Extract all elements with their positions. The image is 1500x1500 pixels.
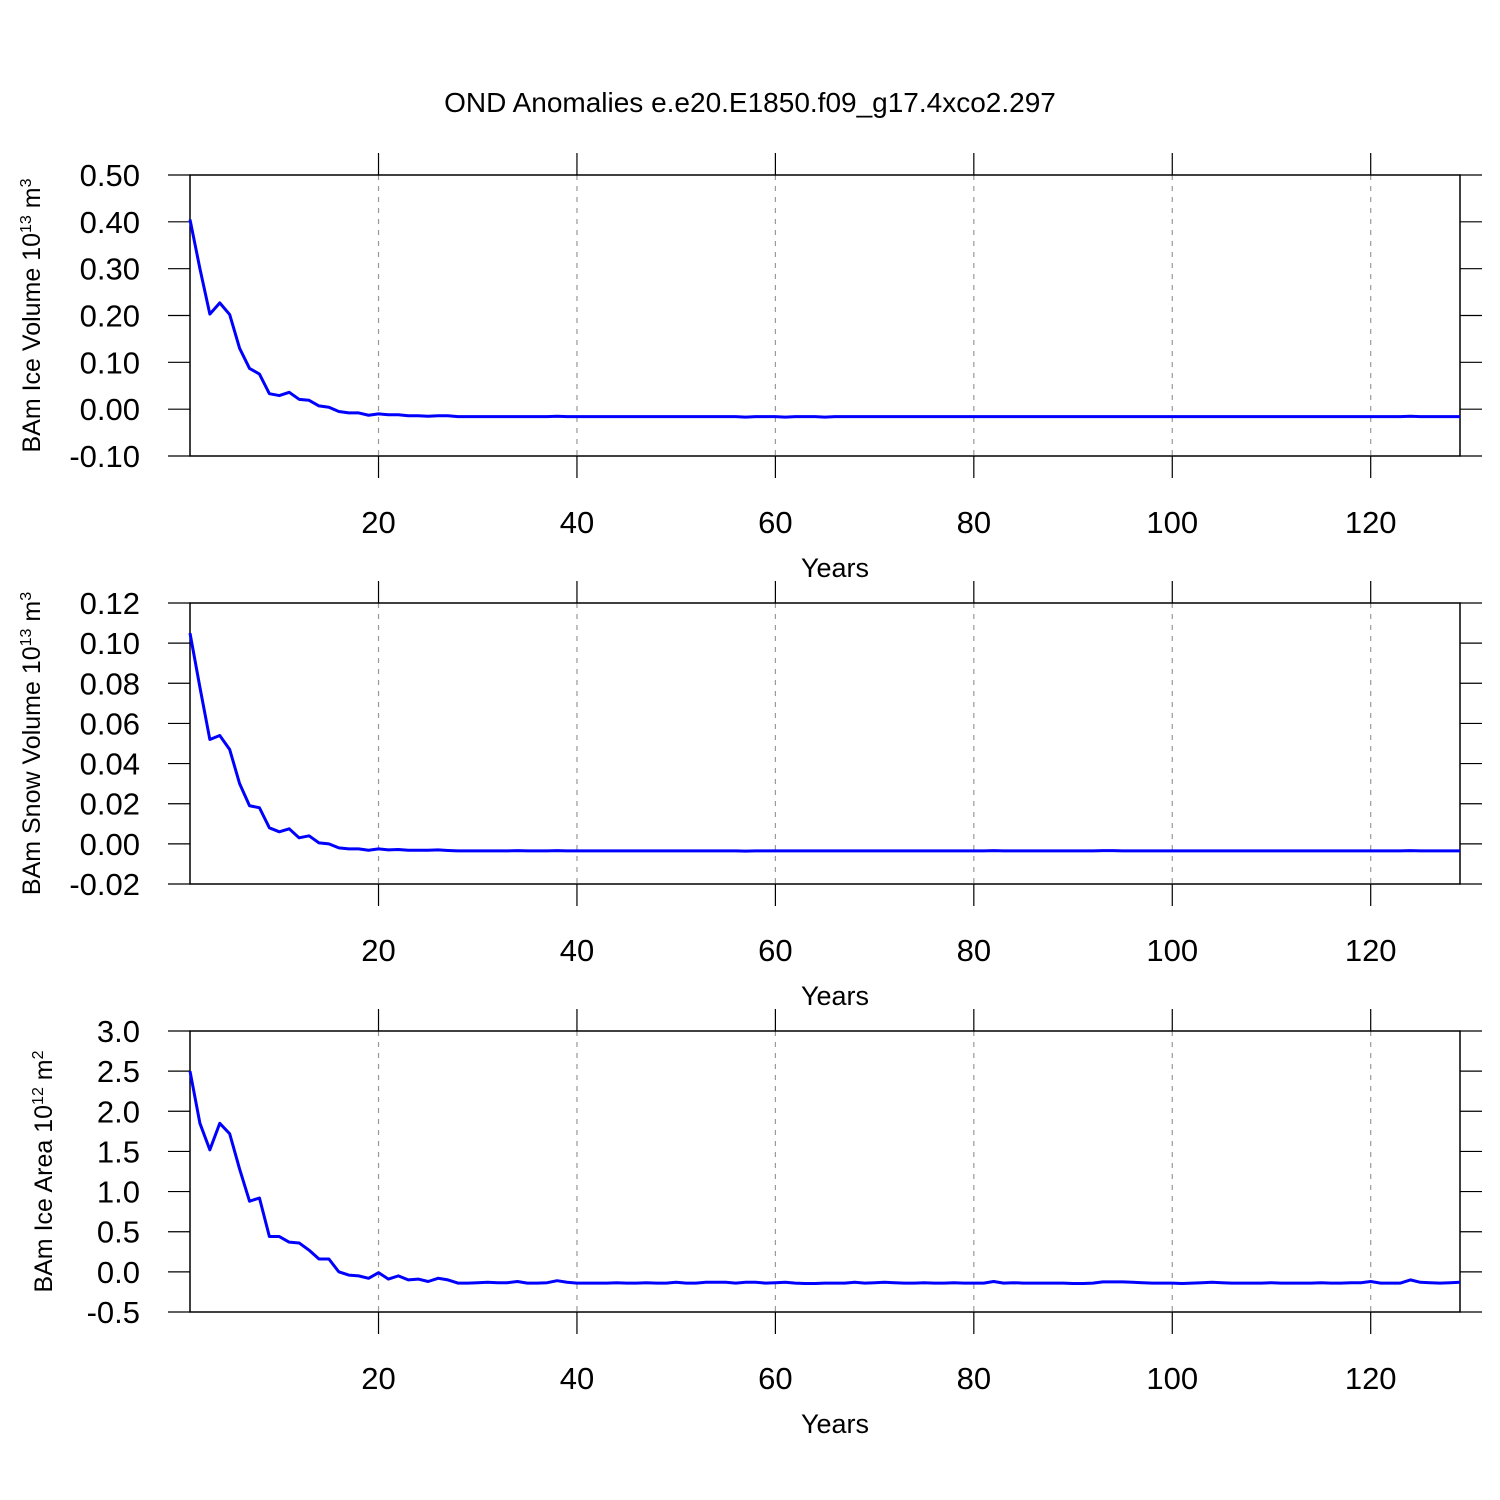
chart-title: OND Anomalies e.e20.E1850.f09_g17.4xco2.… [444,87,1056,118]
y-axis-title-exponent: 3 [18,592,35,601]
y-tick-label: 0.02 [80,787,140,822]
y-tick-label: 0.20 [80,299,140,334]
y-tick-label: 0.12 [80,586,140,621]
x-tick-label: 60 [758,933,792,968]
x-axis-title: Years [801,553,869,583]
x-tick-label: 40 [560,505,594,540]
y-tick-label: 0.10 [80,345,140,380]
x-tick-label: 40 [560,1361,594,1396]
y-tick-label: 2.5 [97,1054,140,1089]
y-axis-title: BAm Ice Area 1012 m2 [30,1050,58,1292]
y-axis-title-exponent: 13 [18,215,35,233]
y-tick-label: 0.04 [80,747,140,782]
y-tick-label: 0.00 [80,392,140,427]
y-axis-title-part: m [18,187,46,215]
x-axis-title: Years [801,1409,869,1439]
y-axis-title: BAm Ice Volume 1013 m3 [18,178,46,452]
plot-frame [189,602,1461,885]
y-tick-label: 0.5 [97,1215,140,1250]
x-tick-label: 80 [957,1361,991,1396]
y-axis-title-exponent: 13 [18,628,35,646]
plot-frame [189,174,1461,457]
y-axis-title-part: BAm Ice Area 10 [30,1105,58,1293]
y-tick-label: 2.0 [97,1094,140,1129]
x-tick-label: 120 [1345,1361,1397,1396]
y-tick-label: 0.08 [80,666,140,701]
x-axis-title: Years [801,981,869,1011]
x-tick-label: 40 [560,933,594,968]
x-tick-label: 100 [1146,1361,1198,1396]
y-tick-label: 0.0 [97,1255,140,1290]
plot-frame [189,1030,1461,1313]
y-tick-label: 0.10 [80,626,140,661]
x-tick-label: 120 [1345,505,1397,540]
data-line [188,1070,1461,1285]
x-tick-label: 20 [361,1361,395,1396]
x-tick-label: 120 [1345,933,1397,968]
y-tick-label: 0.06 [80,706,140,741]
data-line [188,632,1460,853]
y-axis-title-part: m [18,601,46,629]
y-axis-title: BAm Snow Volume 1013 m3 [18,592,46,895]
y-axis-title-exponent: 2 [30,1050,47,1059]
y-axis-title-part: BAm Ice Volume 10 [18,233,46,453]
y-tick-label: 0.40 [80,205,140,240]
x-tick-label: 80 [957,505,991,540]
x-tick-label: 80 [957,933,991,968]
y-tick-label: 0.30 [80,252,140,287]
x-tick-label: 60 [758,1361,792,1396]
x-tick-label: 100 [1146,933,1198,968]
y-tick-label: -0.10 [69,439,140,474]
x-tick-label: 60 [758,505,792,540]
y-axis-title-part: BAm Snow Volume 10 [18,646,46,895]
y-tick-label: 3.0 [97,1014,140,1049]
y-axis-title-exponent: 3 [18,178,35,187]
y-tick-label: 1.0 [97,1175,140,1210]
y-tick-label: 1.5 [97,1134,140,1169]
data-line [188,219,1460,419]
y-tick-label: -0.5 [87,1295,140,1330]
x-tick-label: 20 [361,505,395,540]
y-axis-title-exponent: 12 [30,1087,47,1105]
x-tick-label: 100 [1146,505,1198,540]
y-tick-label: 0.50 [80,158,140,193]
y-tick-label: -0.02 [69,867,140,902]
y-tick-label: 0.00 [80,827,140,862]
y-axis-title-part: m [30,1059,58,1087]
x-tick-label: 20 [361,933,395,968]
